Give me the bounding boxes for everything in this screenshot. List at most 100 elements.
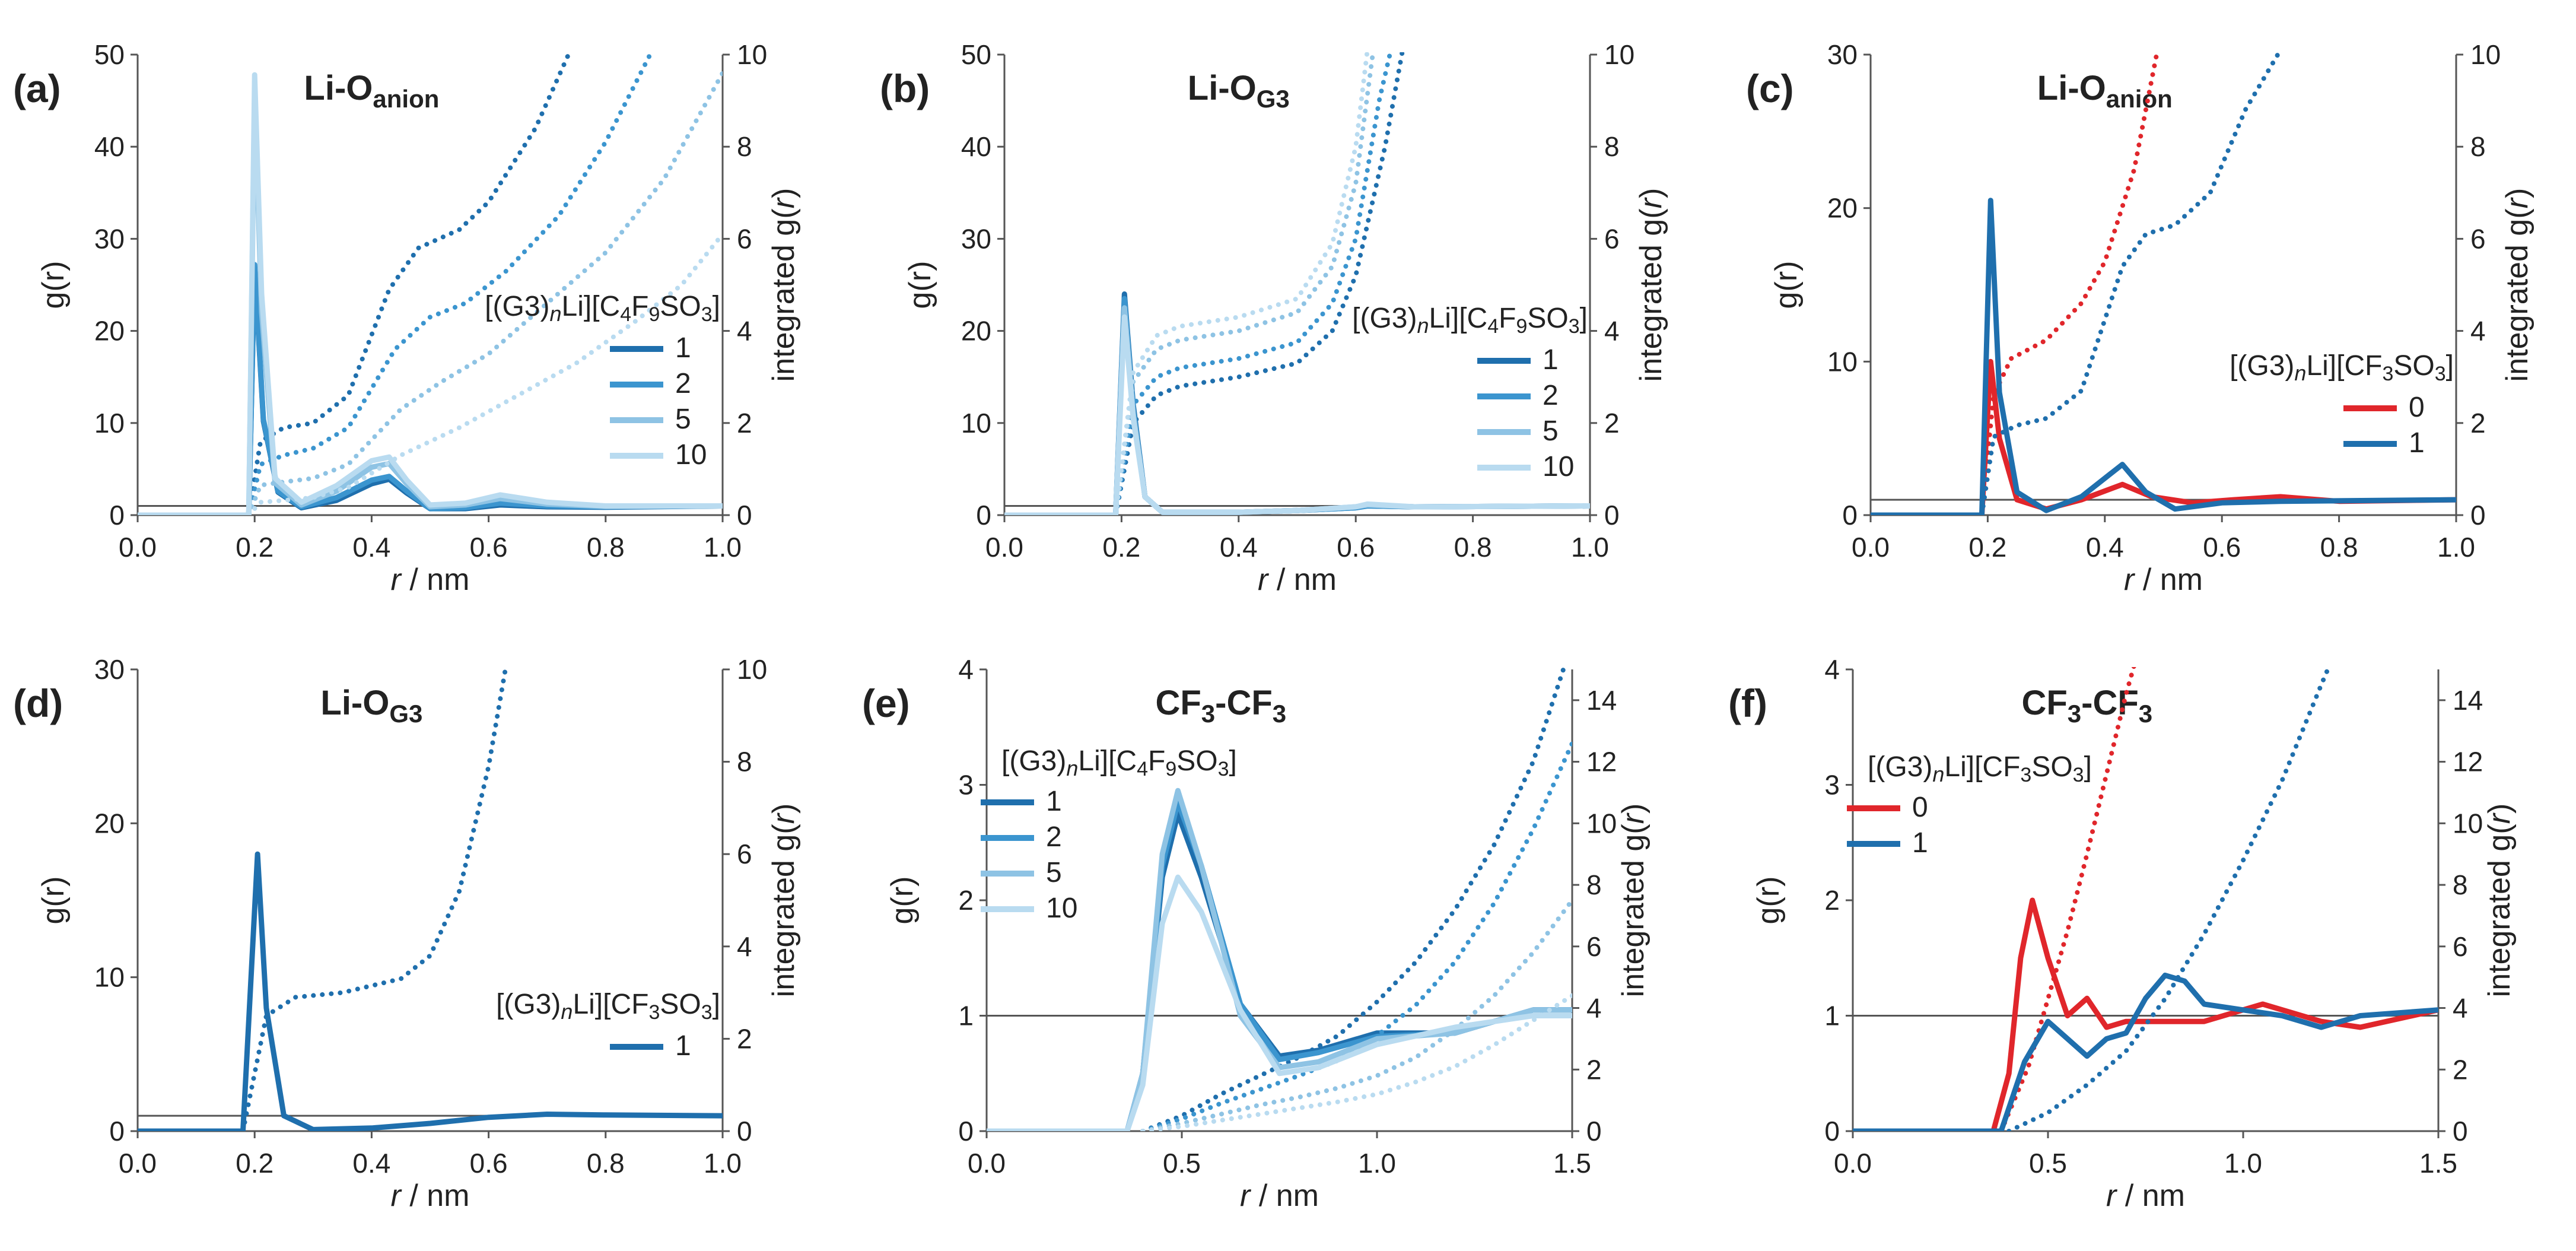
panel-title-subscript: 3 — [2139, 700, 2152, 728]
y-tick-label: 20 — [94, 808, 125, 839]
gr-line-1 — [1871, 198, 2456, 515]
legend-title-sub: n — [1932, 762, 1944, 786]
y2-label-var: r — [1634, 196, 1668, 208]
y2-axis-label: integrated g(r) — [767, 188, 801, 382]
y-tick-label: 1 — [958, 1001, 974, 1031]
legend-item-10: 10 — [1046, 893, 1077, 924]
y2-tick-label: 4 — [737, 931, 752, 962]
legend-title: [(G3)nLi][C4F9SO3] — [1001, 745, 1237, 780]
y2-label-var: r — [2500, 196, 2534, 208]
y2-label-part: ) — [767, 804, 801, 814]
y-tick-label: 40 — [961, 131, 991, 162]
legend: [(G3)nLi][C4F9SO3] 1 2 5 10 — [981, 745, 1237, 924]
x-axis-label: r / nm — [391, 563, 470, 597]
legend-title-part: F — [1499, 303, 1516, 334]
legend-item-5: 5 — [1046, 857, 1062, 888]
y-tick-label: 0 — [1842, 500, 1858, 531]
legend-title-part: SO — [1527, 303, 1568, 334]
legend-item-1: 1 — [1046, 786, 1062, 817]
gr-line-10 — [1004, 314, 1590, 515]
panel-title-main: -CF — [2081, 684, 2139, 722]
x-tick-label: 1.5 — [1553, 1148, 1591, 1179]
y2-label-part: ) — [767, 188, 801, 198]
legend: [(G3)nLi][CF3SO3]01 — [2230, 350, 2454, 459]
x-axis-label-unit: / nm — [1250, 1179, 1319, 1213]
legend-item-1: 1 — [675, 1030, 691, 1062]
y-tick-label: 50 — [94, 39, 125, 70]
x-tick-label: 0.2 — [236, 1148, 273, 1179]
legend-title-sub: 9 — [1516, 315, 1527, 338]
y2-tick-label: 8 — [1604, 131, 1620, 162]
y2-label-var: r — [767, 812, 801, 824]
panel-title-main: Li-O — [2037, 69, 2106, 107]
legend-title-part: [(G3) — [1001, 745, 1066, 777]
y2-label-var: r — [767, 196, 801, 208]
legend-title-sub: 3 — [2073, 764, 2084, 786]
x-axis-label-unit: / nm — [401, 1179, 470, 1213]
x-axis-label: r / nm — [2106, 1179, 2185, 1213]
y2-tick-label: 14 — [2453, 685, 2483, 716]
y2-tick-label: 6 — [2470, 223, 2486, 254]
panel-title-subscript: 3 — [2068, 700, 2081, 728]
x-axis-label-var: r — [2124, 563, 2136, 597]
y-tick-label: 10 — [961, 408, 991, 439]
panel-title-main: CF — [2021, 684, 2067, 722]
x-tick-label: 0.6 — [2203, 532, 2241, 563]
legend: [(G3)nLi][C4F9SO3] 1 2 5 10 — [1352, 303, 1588, 482]
y2-axis-label: integrated g(r) — [2500, 188, 2534, 382]
panel-title-subscript: G3 — [389, 700, 422, 728]
y2-label-part: integrated g( — [2500, 208, 2534, 382]
legend-title-part: SO — [2393, 350, 2434, 382]
y2-tick-label: 8 — [737, 131, 752, 162]
legend-item-2: 2 — [1046, 821, 1062, 853]
x-tick-label: 0.0 — [119, 1148, 157, 1179]
legend-title: [(G3)nLi][C4F9SO3] — [485, 291, 720, 326]
panel-title: Li-Oanion — [2037, 69, 2173, 113]
y2-tick-label: 12 — [2453, 747, 2483, 777]
y-tick-label: 30 — [1827, 39, 1858, 70]
legend-title-part: Li][C — [562, 291, 621, 322]
y-tick-label: 40 — [94, 131, 125, 162]
x-tick-label: 0.5 — [2029, 1148, 2067, 1179]
y2-tick-label: 10 — [737, 654, 767, 685]
y2-tick-label: 2 — [737, 1023, 752, 1054]
y2-label-part: integrated g( — [767, 824, 801, 998]
legend-item-2: 2 — [1543, 380, 1559, 411]
legend-title-part: Li][CF — [1944, 751, 2020, 783]
y2-axis-label: integrated g(r) — [1634, 188, 1668, 382]
x-axis-label: r / nm — [2124, 563, 2203, 597]
x-tick-label: 0.0 — [119, 532, 157, 563]
panel-title-subscript: anion — [373, 85, 439, 113]
y2-tick-label: 2 — [2453, 1054, 2468, 1085]
legend-title-sub: 3 — [701, 1001, 713, 1024]
y2-tick-label: 4 — [2453, 993, 2468, 1024]
panel-title-main: Li-O — [304, 69, 373, 107]
panel-title: CF3-CF3 — [1155, 684, 1286, 728]
y-tick-label: 30 — [94, 654, 125, 685]
y2-tick-label: 2 — [1586, 1054, 1602, 1085]
data-series-group — [138, 52, 723, 515]
panel-title: Li-OG3 — [320, 684, 422, 728]
legend-title-sub: 9 — [1165, 758, 1176, 780]
y-tick-label: 0 — [109, 1116, 125, 1147]
x-axis-label-unit: / nm — [2134, 563, 2203, 597]
y-tick-label: 3 — [1824, 770, 1840, 801]
y-axis-label: g(r) — [1769, 261, 1804, 309]
legend-title-sub: 9 — [648, 303, 660, 326]
y2-axis-label: integrated g(r) — [767, 804, 801, 998]
x-axis-label-var: r — [391, 563, 403, 597]
y2-tick-label: 4 — [737, 316, 752, 347]
panel-title: Li-OG3 — [1188, 69, 1290, 113]
panel-title-subscript: anion — [2106, 85, 2173, 113]
panel-title-subscript: 3 — [1273, 700, 1286, 728]
x-axis-label-var: r — [1258, 563, 1270, 597]
panel-title: CF3-CF3 — [2021, 684, 2152, 728]
panel-label: (e) — [862, 681, 910, 725]
legend-title-sub: 3 — [2020, 764, 2031, 786]
legend-title-part: ] — [1229, 745, 1237, 777]
legend-item-1: 1 — [2409, 427, 2425, 459]
legend-item-10: 10 — [675, 439, 707, 471]
